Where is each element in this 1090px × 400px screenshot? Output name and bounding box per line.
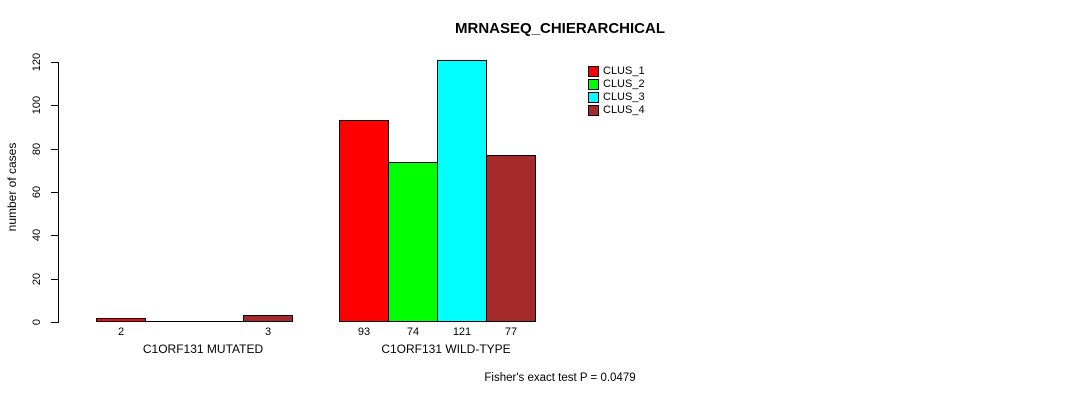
bar xyxy=(388,162,438,322)
category-label: C1ORF131 MUTATED xyxy=(142,342,264,356)
bar xyxy=(437,60,487,322)
bar xyxy=(486,155,536,322)
y-axis-tick xyxy=(51,62,58,63)
chart-title: MRNASEQ_CHIERARCHICAL xyxy=(454,20,666,37)
bar-value-label: 3 xyxy=(264,326,272,338)
y-axis-tick xyxy=(51,235,58,236)
legend-label: CLUS_2 xyxy=(603,78,645,90)
bar-zero-line xyxy=(194,321,244,322)
y-axis-tick xyxy=(51,192,58,193)
bar-zero-line xyxy=(145,321,195,322)
category-label: C1ORF131 WILD-TYPE xyxy=(381,342,511,356)
bar-value-label: 93 xyxy=(357,326,371,338)
y-axis-tick-label: 60 xyxy=(31,185,43,199)
legend-swatch xyxy=(588,105,599,116)
legend-swatch xyxy=(588,79,599,90)
bar-value-label: 121 xyxy=(452,326,472,338)
legend-label: CLUS_4 xyxy=(603,104,645,116)
bar-value-label: 74 xyxy=(406,326,420,338)
y-axis-tick-label: 120 xyxy=(31,52,43,72)
y-axis-tick-label: 40 xyxy=(31,228,43,242)
legend-label: CLUS_3 xyxy=(603,91,645,103)
y-axis-tick xyxy=(51,149,58,150)
y-axis-tick-label: 100 xyxy=(31,95,43,115)
bar-value-label: 2 xyxy=(117,326,125,338)
legend-swatch xyxy=(588,92,599,103)
y-axis-line xyxy=(58,62,59,323)
legend-label: CLUS_1 xyxy=(603,65,645,77)
y-axis-tick-label: 20 xyxy=(31,272,43,286)
y-axis-tick-label: 0 xyxy=(31,318,43,326)
bar-value-label: 77 xyxy=(504,326,518,338)
y-axis-title: number of cases xyxy=(5,142,19,232)
y-axis-tick xyxy=(51,105,58,106)
y-axis-tick xyxy=(51,279,58,280)
bar xyxy=(243,315,293,322)
bar xyxy=(96,318,146,322)
legend-swatch xyxy=(588,66,599,77)
y-axis-tick-label: 80 xyxy=(31,142,43,156)
y-axis-tick xyxy=(51,322,58,323)
bar xyxy=(339,120,389,322)
footer-caption: Fisher's exact test P = 0.0479 xyxy=(484,372,636,384)
